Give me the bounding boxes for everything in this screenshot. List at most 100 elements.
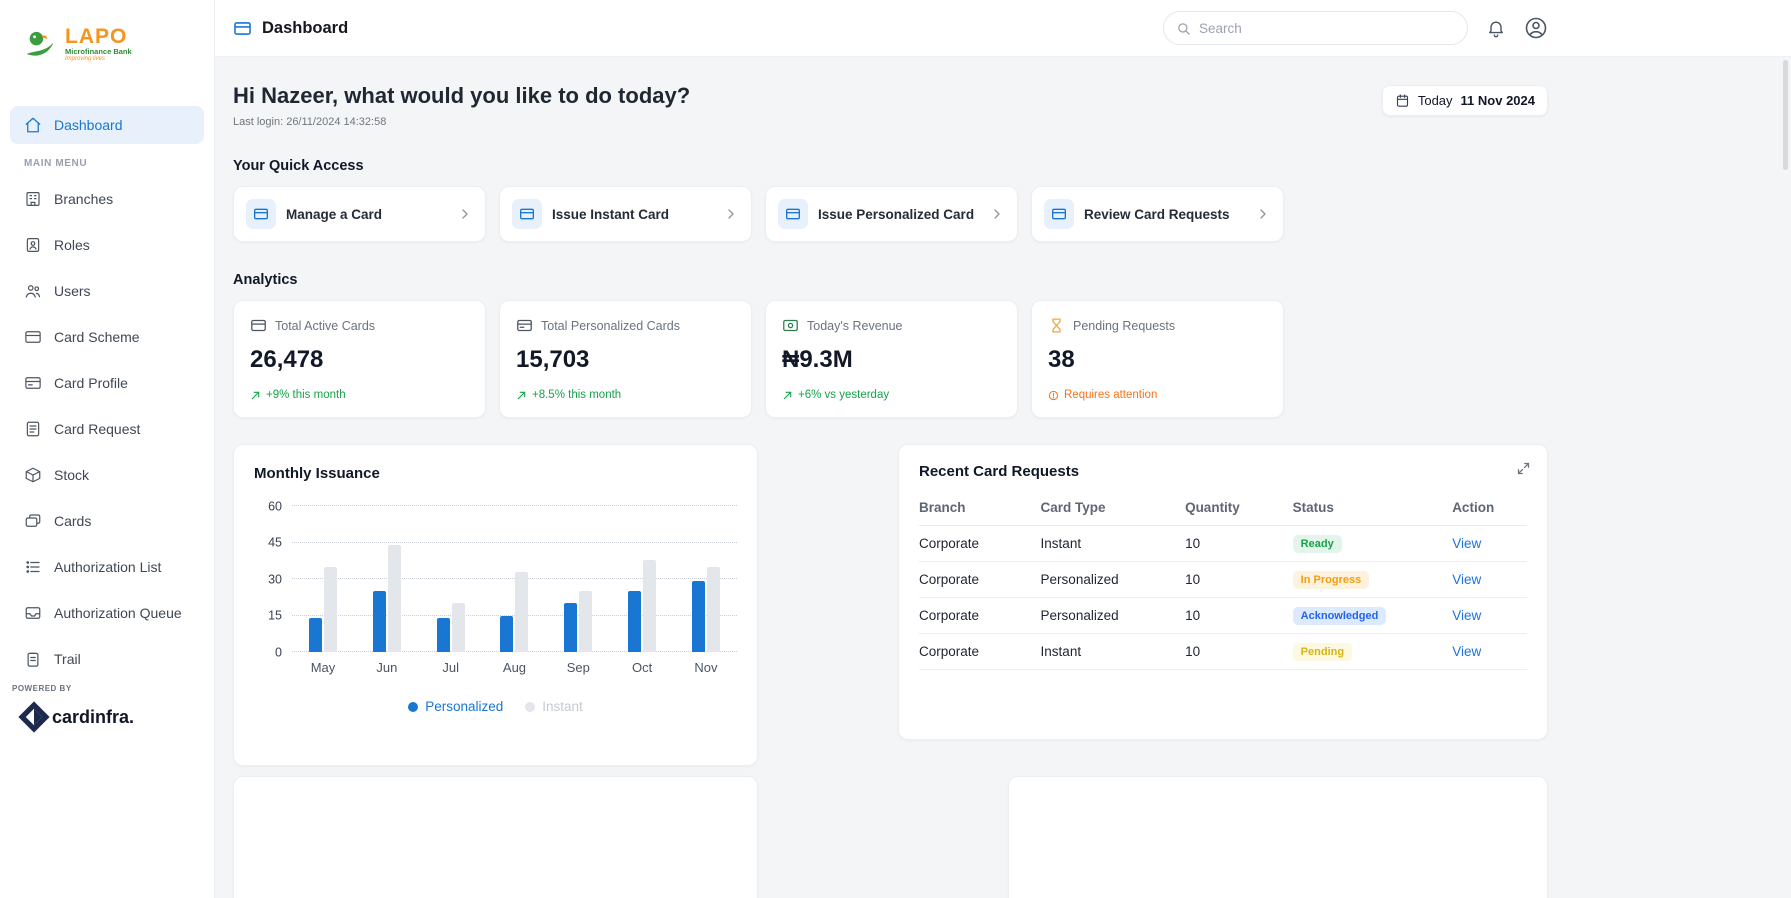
quick-access-row: Manage a Card Issue Instant Card Issue P…	[233, 186, 1548, 242]
money-card-icon	[783, 319, 798, 332]
card-icon	[1044, 199, 1074, 229]
sidebar-item-label: Stock	[54, 467, 90, 483]
quantity-cell: 10	[1185, 597, 1293, 634]
panels-row: Monthly Issuance 0 15 30 45 60 May Jun Jul Aug S…	[233, 444, 1548, 766]
gridline	[292, 614, 737, 616]
brand-tagline: Improving lives	[65, 55, 106, 62]
sidebar-item-authorization-list[interactable]: Authorization List	[10, 548, 204, 586]
sidebar-item-label: Roles	[54, 237, 90, 253]
sidebar-item-roles[interactable]: Roles	[10, 226, 204, 264]
bar-group-jun	[370, 506, 404, 652]
document-icon	[24, 420, 42, 438]
sidebar-item-label: Trail	[54, 651, 81, 667]
sidebar-item-users[interactable]: Users	[10, 272, 204, 310]
chevron-right-icon	[728, 209, 734, 219]
chart-title: Monthly Issuance	[254, 465, 380, 482]
partial-card-left	[233, 776, 758, 898]
content: Hi Nazeer, what would you like to do tod…	[215, 57, 1791, 898]
date-picker-chip[interactable]: Today 11 Nov 2024	[1381, 85, 1548, 116]
last-login-text: Last login: 26/11/2024 14:32:58	[233, 116, 387, 128]
cardinfra-logo-text: cardinfra.	[52, 706, 135, 727]
scrollbar[interactable]	[1783, 60, 1788, 170]
sidebar-item-stock[interactable]: Stock	[10, 456, 204, 494]
calendar-icon	[1396, 94, 1408, 107]
sidebar-nav: Dashboard MAIN MENU Branches Roles Us	[0, 106, 214, 674]
view-link[interactable]: View	[1452, 536, 1482, 551]
quick-card-review-card-requests[interactable]: Review Card Requests	[1031, 186, 1284, 242]
x-tick-label: Sep	[566, 660, 590, 675]
quick-card-label: Issue Instant Card	[552, 206, 670, 222]
view-link[interactable]: View	[1452, 572, 1482, 587]
legend-dot	[525, 701, 536, 712]
bar-personalized-nov	[691, 581, 705, 652]
sidebar-item-dashboard[interactable]: Dashboard	[10, 106, 204, 144]
bar-group-jul	[434, 506, 468, 652]
stat-value: 15,703	[516, 346, 590, 373]
bar-group-may	[306, 506, 340, 652]
trend-up-icon	[251, 391, 260, 399]
quantity-cell: 10	[1185, 525, 1293, 562]
user-avatar-icon[interactable]	[1524, 16, 1548, 40]
quick-card-manage-a-card[interactable]: Manage a Card	[233, 186, 486, 242]
users-icon	[24, 282, 42, 300]
legend-item-instant[interactable]: Instant	[525, 699, 583, 714]
bar-group-sep	[561, 506, 595, 652]
chevron-right-icon	[994, 209, 1000, 219]
status-badge: Pending	[1292, 642, 1353, 661]
notifications-bell-icon[interactable]	[1486, 18, 1506, 38]
chart-legend: Personalized Instant	[254, 699, 737, 714]
building-icon	[24, 190, 42, 208]
powered-by-section: POWERED BY cardinfra.	[0, 674, 214, 739]
stat-value: 26,478	[250, 346, 324, 373]
stat-card-todays-revenue: Today's Revenue ₦9.3M +6% vs yesterday	[765, 300, 1018, 418]
trend-up-icon	[783, 391, 792, 399]
bar-personalized-oct	[628, 591, 642, 652]
view-link[interactable]: View	[1452, 644, 1482, 659]
partial-card-right	[1008, 776, 1548, 898]
branch-cell: Corporate	[919, 525, 1041, 562]
sidebar-item-label: Authorization Queue	[54, 605, 182, 621]
chart-y-axis: 0 15 30 45 60	[254, 500, 292, 658]
x-tick-label: Jul	[442, 660, 459, 675]
sidebar-item-card-scheme[interactable]: Card Scheme	[10, 318, 204, 356]
sidebar-item-card-request[interactable]: Card Request	[10, 410, 204, 448]
expand-icon[interactable]	[1516, 461, 1531, 476]
sidebar-item-authorization-queue[interactable]: Authorization Queue	[10, 594, 204, 632]
gridline	[292, 505, 737, 506]
status-badge: In Progress	[1292, 570, 1370, 589]
brand-logo: LAPO Microfinance Bank Improving lives	[0, 0, 214, 62]
sidebar-item-cards[interactable]: Cards	[10, 502, 204, 540]
clipboard-icon	[24, 650, 42, 668]
card-icon	[251, 319, 266, 332]
stacked-cards-icon	[24, 512, 42, 530]
cardinfra-logo-icon	[18, 701, 50, 733]
stat-label: Total Active Cards	[275, 318, 376, 333]
column-header: Action	[1452, 492, 1527, 526]
dashboard-card-icon	[234, 21, 251, 35]
view-link[interactable]: View	[1452, 608, 1482, 623]
status-badge: Acknowledged	[1292, 606, 1387, 625]
monthly-issuance-panel: Monthly Issuance 0 15 30 45 60 May Jun Jul Aug S…	[233, 444, 758, 766]
sidebar-item-trail[interactable]: Trail	[10, 640, 204, 674]
column-header: Card Type	[1040, 492, 1186, 526]
date-value: 11 Nov 2024	[1460, 93, 1535, 108]
table-row: Corporate Instant 10 Ready View	[919, 525, 1527, 562]
legend-item-personalized[interactable]: Personalized	[408, 699, 503, 714]
quick-card-label: Issue Personalized Card	[818, 206, 975, 222]
greeting-heading: Hi Nazeer, what would you like to do tod…	[233, 83, 691, 108]
quick-card-issue-instant-card[interactable]: Issue Instant Card	[499, 186, 752, 242]
topbar-actions	[1163, 11, 1548, 45]
quick-card-issue-personalized-card[interactable]: Issue Personalized Card	[765, 186, 1018, 242]
card-icon	[246, 199, 276, 229]
search-input[interactable]	[1199, 20, 1455, 36]
legend-dot	[408, 701, 419, 712]
stat-trend: +8.5% this month	[516, 389, 735, 401]
sidebar-item-card-profile[interactable]: Card Profile	[10, 364, 204, 402]
bar-personalized-jun	[372, 591, 386, 652]
partial-cards-row	[233, 776, 1548, 898]
hourglass-icon	[1052, 318, 1061, 333]
y-tick-label: 0	[275, 644, 282, 659]
bar-personalized-sep	[564, 603, 578, 652]
sidebar-item-branches[interactable]: Branches	[10, 180, 204, 218]
